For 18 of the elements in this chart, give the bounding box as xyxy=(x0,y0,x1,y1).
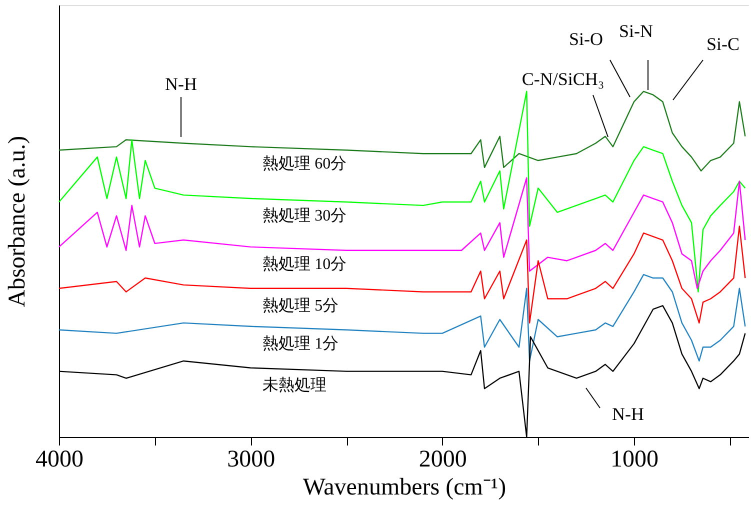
text: Si-C xyxy=(706,34,740,54)
x-tick-label: 4000 xyxy=(36,446,84,472)
series-label: 未熱処理 xyxy=(262,376,327,394)
series-label: 熱処理 10分 xyxy=(262,254,347,273)
series-label: 熱処理 60分 xyxy=(262,154,347,173)
text: C-N/SiCH₃ xyxy=(522,69,604,89)
text: Si-N xyxy=(618,21,654,41)
y-axis-title: Absorbance (a.u.) xyxy=(4,136,30,308)
x-axis-title: Wavenumbers (cm⁻¹) xyxy=(302,474,506,500)
annotation: N-H xyxy=(612,404,644,424)
series-label: 熱処理 30分 xyxy=(262,206,347,225)
x-tick-label: 1000 xyxy=(610,446,658,472)
x-tick-label: 3000 xyxy=(227,446,276,472)
text: Si-O xyxy=(568,29,604,49)
series-label: 熱処理 1分 xyxy=(262,334,339,352)
annotation: N-H xyxy=(165,74,197,94)
series-label: 熱処理 5分 xyxy=(262,296,339,314)
x-tick-label: 2000 xyxy=(418,446,467,472)
